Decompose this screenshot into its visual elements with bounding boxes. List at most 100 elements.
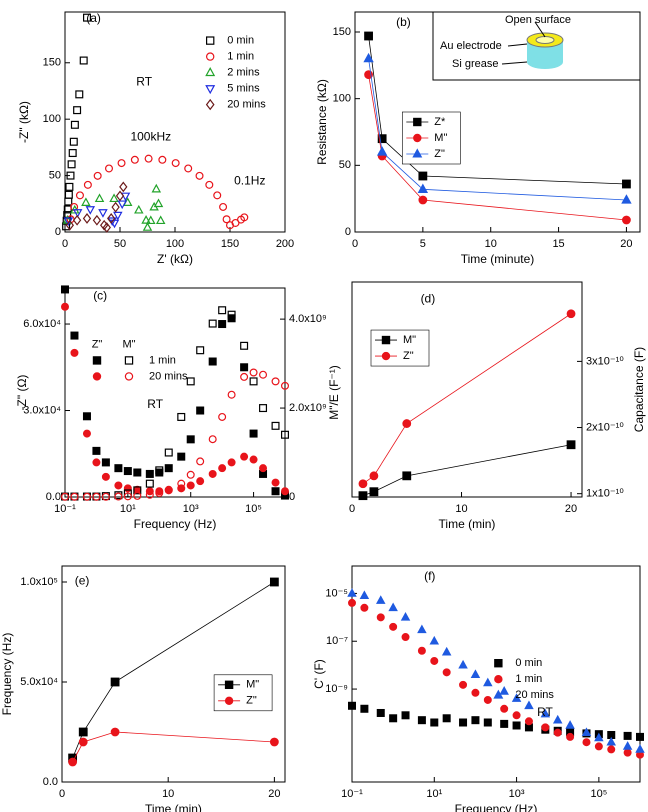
marker bbox=[218, 306, 227, 315]
inset-label: Open surface bbox=[505, 14, 571, 26]
marker bbox=[110, 727, 120, 737]
x-tick-label: 20 bbox=[620, 238, 632, 250]
marker bbox=[429, 635, 440, 645]
annotation: (c) bbox=[93, 289, 107, 303]
marker bbox=[493, 689, 504, 699]
marker bbox=[494, 658, 503, 668]
marker bbox=[70, 492, 79, 501]
marker bbox=[164, 448, 173, 457]
marker bbox=[153, 198, 164, 208]
legend-header: Z" bbox=[92, 338, 103, 350]
legend-label: 0 min bbox=[515, 657, 542, 669]
marker bbox=[65, 219, 74, 231]
x-tick-label: 10¹ bbox=[120, 503, 136, 515]
marker bbox=[430, 718, 439, 727]
marker bbox=[155, 215, 166, 225]
y-tick-label: 50 bbox=[49, 169, 61, 181]
marker bbox=[208, 319, 217, 328]
marker bbox=[133, 491, 142, 500]
legend-label: 2 mins bbox=[227, 67, 260, 79]
marker bbox=[281, 487, 290, 496]
marker bbox=[566, 309, 576, 319]
x-tick-label: 20 bbox=[565, 503, 577, 515]
marker bbox=[101, 472, 110, 481]
x-tick-label: 10⁻¹ bbox=[341, 788, 363, 800]
marker bbox=[60, 492, 69, 501]
marker bbox=[388, 602, 398, 612]
x-axis-label: Frequency (Hz) bbox=[134, 517, 217, 531]
marker bbox=[72, 214, 82, 226]
marker bbox=[441, 646, 452, 656]
marker bbox=[124, 372, 134, 381]
marker bbox=[227, 390, 236, 399]
legend-label: 20 mins bbox=[149, 370, 188, 382]
marker bbox=[402, 419, 412, 428]
marker bbox=[144, 154, 153, 163]
marker bbox=[186, 481, 195, 490]
marker bbox=[459, 680, 468, 689]
marker bbox=[222, 215, 231, 224]
marker bbox=[540, 708, 551, 718]
marker bbox=[401, 711, 410, 720]
marker bbox=[376, 613, 385, 622]
x-tick-label: 10¹ bbox=[426, 788, 442, 800]
marker bbox=[227, 458, 236, 467]
marker bbox=[377, 134, 387, 144]
legend-label: M" bbox=[246, 679, 259, 691]
marker bbox=[483, 718, 492, 727]
x-axis-label: Time (minute) bbox=[461, 252, 535, 266]
marker bbox=[155, 468, 164, 477]
x-tick-label: 0 bbox=[59, 788, 65, 800]
marker bbox=[622, 741, 633, 750]
legend-label: Z" bbox=[434, 148, 445, 160]
y-tick-label: 0 bbox=[55, 226, 61, 238]
marker bbox=[581, 727, 592, 737]
marker bbox=[494, 675, 503, 684]
marker bbox=[552, 714, 563, 724]
marker bbox=[417, 624, 427, 634]
marker bbox=[358, 491, 368, 501]
marker bbox=[145, 479, 154, 488]
marker bbox=[146, 215, 156, 225]
legend-label: Z* bbox=[434, 116, 446, 128]
marker bbox=[70, 120, 79, 129]
marker bbox=[218, 320, 227, 329]
marker bbox=[459, 718, 468, 727]
marker bbox=[70, 348, 79, 357]
y-axis-label: C' (F) bbox=[312, 659, 326, 689]
annotation: (b) bbox=[396, 15, 411, 29]
marker bbox=[92, 446, 101, 455]
marker bbox=[85, 206, 96, 215]
marker bbox=[69, 137, 78, 146]
marker bbox=[133, 468, 142, 477]
legend-frame bbox=[213, 674, 273, 712]
marker bbox=[98, 209, 108, 218]
marker bbox=[281, 430, 290, 439]
y-tick-label: 3.0x10⁴ bbox=[23, 404, 61, 416]
marker bbox=[269, 577, 279, 587]
legend-label: 20 mins bbox=[515, 689, 554, 701]
marker bbox=[78, 737, 88, 747]
legend-label: 1 min bbox=[149, 354, 176, 366]
marker bbox=[109, 219, 120, 229]
marker bbox=[621, 194, 632, 204]
marker bbox=[376, 146, 388, 156]
marker bbox=[606, 736, 616, 746]
y-axis-label: -Z" (Ω) bbox=[15, 375, 29, 411]
annotation: RT bbox=[136, 75, 152, 89]
x-tick-label: 10³ bbox=[183, 503, 199, 515]
marker bbox=[134, 204, 144, 214]
marker bbox=[104, 164, 113, 173]
marker bbox=[196, 457, 205, 466]
marker bbox=[73, 106, 82, 115]
marker bbox=[184, 164, 193, 173]
x-tick-label: 150 bbox=[221, 238, 239, 250]
marker bbox=[123, 489, 132, 498]
marker bbox=[271, 478, 280, 487]
pointer bbox=[501, 61, 528, 65]
marker bbox=[208, 357, 217, 366]
marker bbox=[363, 52, 374, 63]
y-axis-label: Resistance (kΩ) bbox=[315, 79, 329, 165]
marker bbox=[360, 704, 369, 713]
marker bbox=[177, 452, 186, 461]
